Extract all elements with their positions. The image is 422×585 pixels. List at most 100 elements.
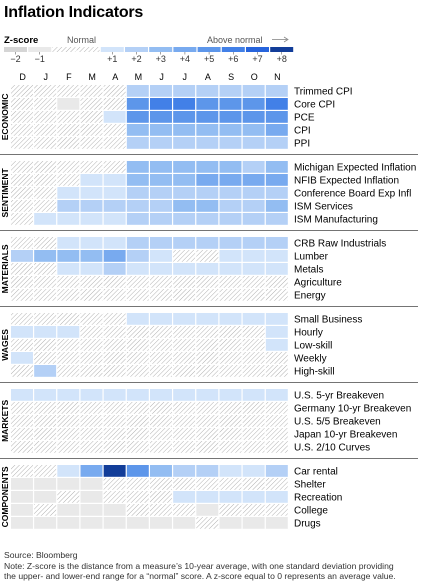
heat-cell [219, 365, 242, 377]
heat-cell [196, 161, 219, 173]
heat-cell [80, 313, 103, 325]
heat-cell [219, 313, 242, 325]
heat-cell [150, 352, 172, 364]
heat-cell [126, 415, 149, 427]
heat-cell [196, 428, 219, 440]
heat-cell [265, 365, 288, 377]
heat-cell [57, 111, 80, 123]
heat-cell [173, 428, 196, 440]
heat-cell [150, 213, 172, 225]
heat-cell [150, 441, 172, 453]
heat-cell [242, 289, 265, 301]
heat-cell [150, 250, 172, 262]
heat-cell [242, 174, 265, 186]
heat-cell [126, 250, 149, 262]
heat-cell [242, 389, 265, 401]
legend-swatch-0 [4, 47, 27, 52]
heat-cell [103, 365, 126, 377]
heat-cell [173, 161, 196, 173]
heat-cell [196, 276, 219, 288]
heat-cell [126, 289, 149, 301]
heat-cell [34, 352, 57, 364]
heat-cell [80, 517, 103, 529]
heat-cell [11, 263, 33, 275]
heat-cell [103, 111, 126, 123]
heat-cell [34, 339, 57, 351]
heat-cell [103, 504, 126, 516]
heat-cell [150, 187, 172, 199]
heat-cell [242, 415, 265, 427]
heat-cell [126, 402, 149, 414]
heat-cell [242, 465, 265, 477]
heat-cell [265, 402, 288, 414]
heat-cell [11, 85, 33, 97]
heat-cell [34, 98, 57, 110]
heat-cell [80, 276, 103, 288]
group-label: SENTIMENT [0, 168, 10, 218]
legend-tick-label: +4 [180, 54, 190, 64]
heat-cell [103, 174, 126, 186]
heat-cell [80, 478, 103, 490]
heat-cell [103, 250, 126, 262]
heat-cell [57, 465, 80, 477]
heat-cell [196, 111, 219, 123]
heat-cell [126, 389, 149, 401]
heat-cell [80, 250, 103, 262]
heat-cell [196, 478, 219, 490]
heat-cell [80, 365, 103, 377]
heat-cell [11, 478, 33, 490]
heat-cell [219, 326, 242, 338]
heat-cell [242, 200, 265, 212]
row-label: Trimmed CPI [294, 87, 353, 98]
heat-cell [57, 339, 80, 351]
heat-cell [11, 289, 33, 301]
heat-cell [265, 161, 288, 173]
heat-cell [265, 98, 288, 110]
heat-cell [219, 491, 242, 503]
legend-swatch-3 [76, 47, 100, 52]
heat-cell [103, 352, 126, 364]
heat-cell [150, 428, 172, 440]
row-label: Agriculture [294, 278, 342, 289]
heat-cell [57, 441, 80, 453]
legend-swatch-7 [173, 47, 197, 52]
heat-cell [242, 98, 265, 110]
heat-cell [150, 124, 172, 136]
heat-cell [265, 441, 288, 453]
heat-cell [196, 200, 219, 212]
heat-cell [173, 415, 196, 427]
heat-cell [80, 161, 103, 173]
heat-cell [242, 111, 265, 123]
heat-cell [173, 98, 196, 110]
heat-cell [57, 137, 80, 149]
heat-cell [219, 352, 242, 364]
chart-footer: Source: Bloomberg Note: Z-score is the d… [4, 550, 420, 582]
heat-cell [173, 339, 196, 351]
column-label: F [66, 72, 72, 82]
group-label: COMPONENTS [0, 466, 10, 527]
arrow-right-icon [283, 36, 289, 43]
heat-cell [34, 250, 57, 262]
legend-above-label: Above normal [207, 35, 263, 45]
heat-cell [219, 161, 242, 173]
heat-cell [103, 415, 126, 427]
heat-cell [57, 326, 80, 338]
heat-cell [219, 504, 242, 516]
heat-cell [34, 389, 57, 401]
row-label: Metals [294, 265, 323, 276]
heat-cell [173, 174, 196, 186]
heat-cell [196, 326, 219, 338]
heat-cell [265, 517, 288, 529]
heat-cell [57, 517, 80, 529]
heat-cell [11, 389, 33, 401]
heat-cell [196, 352, 219, 364]
heat-cell [173, 465, 196, 477]
row-label: Low-skill [294, 341, 332, 352]
heat-cell [11, 213, 33, 225]
heat-cell [173, 326, 196, 338]
heat-cell [196, 313, 219, 325]
heat-cell [126, 213, 149, 225]
heat-cell [11, 428, 33, 440]
heat-cell [126, 326, 149, 338]
column-label: J [44, 72, 49, 82]
